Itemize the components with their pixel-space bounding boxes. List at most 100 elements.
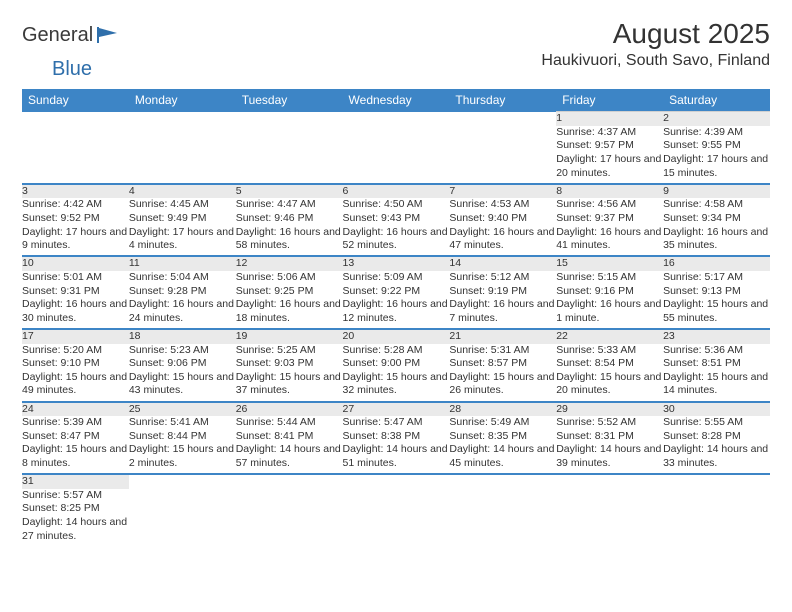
sunrise-line: Sunrise: 5:28 AM xyxy=(343,344,450,358)
sunset-line: Sunset: 9:43 PM xyxy=(343,212,450,226)
month-title: August 2025 xyxy=(541,18,770,50)
content-row: Sunrise: 5:01 AMSunset: 9:31 PMDaylight:… xyxy=(22,271,770,329)
sunrise-line: Sunrise: 4:37 AM xyxy=(556,126,663,140)
sunrise-line: Sunrise: 5:20 AM xyxy=(22,344,129,358)
flag-icon xyxy=(97,27,119,43)
sunrise-line: Sunrise: 5:23 AM xyxy=(129,344,236,358)
day-number: 4 xyxy=(129,184,236,199)
logo-text-1: General xyxy=(22,24,93,47)
daylight-line: Daylight: 15 hours and 43 minutes. xyxy=(129,371,236,398)
sunrise-line: Sunrise: 4:58 AM xyxy=(663,198,770,212)
day-number: 23 xyxy=(663,329,770,344)
daylight-line: Daylight: 17 hours and 9 minutes. xyxy=(22,226,129,253)
sunrise-line: Sunrise: 5:52 AM xyxy=(556,416,663,430)
day-cell: Sunrise: 5:09 AMSunset: 9:22 PMDaylight:… xyxy=(343,271,450,329)
sunrise-line: Sunrise: 5:31 AM xyxy=(449,344,556,358)
day-cell: Sunrise: 5:31 AMSunset: 8:57 PMDaylight:… xyxy=(449,344,556,402)
day-number: 2 xyxy=(663,112,770,126)
day-number: 16 xyxy=(663,256,770,271)
sunset-line: Sunset: 9:57 PM xyxy=(556,139,663,153)
daylight-line: Daylight: 16 hours and 52 minutes. xyxy=(343,226,450,253)
sunset-line: Sunset: 8:41 PM xyxy=(236,430,343,444)
day-cell: Sunrise: 5:47 AMSunset: 8:38 PMDaylight:… xyxy=(343,416,450,474)
logo-text-2: Blue xyxy=(52,58,92,81)
day-cell xyxy=(449,126,556,184)
content-row: Sunrise: 5:39 AMSunset: 8:47 PMDaylight:… xyxy=(22,416,770,474)
sunrise-line: Sunrise: 5:47 AM xyxy=(343,416,450,430)
day-number: 11 xyxy=(129,256,236,271)
day-number xyxy=(663,474,770,489)
sunset-line: Sunset: 9:00 PM xyxy=(343,357,450,371)
day-number: 28 xyxy=(449,402,556,417)
sunrise-line: Sunrise: 5:17 AM xyxy=(663,271,770,285)
day-number: 22 xyxy=(556,329,663,344)
daylight-line: Daylight: 15 hours and 55 minutes. xyxy=(663,298,770,325)
day-cell: Sunrise: 4:37 AMSunset: 9:57 PMDaylight:… xyxy=(556,126,663,184)
day-number xyxy=(129,112,236,126)
day-cell xyxy=(343,126,450,184)
sunset-line: Sunset: 9:55 PM xyxy=(663,139,770,153)
sunrise-line: Sunrise: 5:01 AM xyxy=(22,271,129,285)
sunrise-line: Sunrise: 4:39 AM xyxy=(663,126,770,140)
daylight-line: Daylight: 14 hours and 39 minutes. xyxy=(556,443,663,470)
day-cell: Sunrise: 5:36 AMSunset: 8:51 PMDaylight:… xyxy=(663,344,770,402)
sunset-line: Sunset: 9:34 PM xyxy=(663,212,770,226)
day-number: 25 xyxy=(129,402,236,417)
daylight-line: Daylight: 16 hours and 30 minutes. xyxy=(22,298,129,325)
sunrise-line: Sunrise: 5:57 AM xyxy=(22,489,129,503)
day-number: 29 xyxy=(556,402,663,417)
content-row: Sunrise: 5:57 AMSunset: 8:25 PMDaylight:… xyxy=(22,489,770,547)
day-cell: Sunrise: 5:33 AMSunset: 8:54 PMDaylight:… xyxy=(556,344,663,402)
day-number: 10 xyxy=(22,256,129,271)
sunrise-line: Sunrise: 4:50 AM xyxy=(343,198,450,212)
daynum-row: 10111213141516 xyxy=(22,256,770,271)
daylight-line: Daylight: 16 hours and 12 minutes. xyxy=(343,298,450,325)
weekday-header: Tuesday xyxy=(236,89,343,112)
calendar-table: SundayMondayTuesdayWednesdayThursdayFrid… xyxy=(22,89,770,547)
daylight-line: Daylight: 16 hours and 58 minutes. xyxy=(236,226,343,253)
daynum-row: 31 xyxy=(22,474,770,489)
day-number: 3 xyxy=(22,184,129,199)
sunrise-line: Sunrise: 5:33 AM xyxy=(556,344,663,358)
day-number: 30 xyxy=(663,402,770,417)
day-cell: Sunrise: 5:04 AMSunset: 9:28 PMDaylight:… xyxy=(129,271,236,329)
day-cell: Sunrise: 4:53 AMSunset: 9:40 PMDaylight:… xyxy=(449,198,556,256)
weekday-header: Wednesday xyxy=(343,89,450,112)
daylight-line: Daylight: 17 hours and 20 minutes. xyxy=(556,153,663,180)
sunset-line: Sunset: 9:46 PM xyxy=(236,212,343,226)
daylight-line: Daylight: 16 hours and 35 minutes. xyxy=(663,226,770,253)
weekday-header: Thursday xyxy=(449,89,556,112)
day-number: 27 xyxy=(343,402,450,417)
daynum-row: 12 xyxy=(22,112,770,126)
day-number: 20 xyxy=(343,329,450,344)
day-cell: Sunrise: 4:50 AMSunset: 9:43 PMDaylight:… xyxy=(343,198,450,256)
sunset-line: Sunset: 9:31 PM xyxy=(22,285,129,299)
day-number: 14 xyxy=(449,256,556,271)
day-cell: Sunrise: 5:41 AMSunset: 8:44 PMDaylight:… xyxy=(129,416,236,474)
daylight-line: Daylight: 15 hours and 8 minutes. xyxy=(22,443,129,470)
sunset-line: Sunset: 8:35 PM xyxy=(449,430,556,444)
day-cell xyxy=(449,489,556,547)
day-number xyxy=(22,112,129,126)
day-number xyxy=(556,474,663,489)
daylight-line: Daylight: 14 hours and 33 minutes. xyxy=(663,443,770,470)
sunrise-line: Sunrise: 5:04 AM xyxy=(129,271,236,285)
daylight-line: Daylight: 16 hours and 1 minute. xyxy=(556,298,663,325)
title-block: August 2025 Haukivuori, South Savo, Finl… xyxy=(541,18,770,70)
daynum-row: 24252627282930 xyxy=(22,402,770,417)
day-cell: Sunrise: 5:44 AMSunset: 8:41 PMDaylight:… xyxy=(236,416,343,474)
daylight-line: Daylight: 14 hours and 27 minutes. xyxy=(22,516,129,543)
sunrise-line: Sunrise: 5:25 AM xyxy=(236,344,343,358)
day-number: 18 xyxy=(129,329,236,344)
sunset-line: Sunset: 9:06 PM xyxy=(129,357,236,371)
day-number xyxy=(129,474,236,489)
sunset-line: Sunset: 9:28 PM xyxy=(129,285,236,299)
day-number: 17 xyxy=(22,329,129,344)
daylight-line: Daylight: 16 hours and 47 minutes. xyxy=(449,226,556,253)
sunset-line: Sunset: 8:44 PM xyxy=(129,430,236,444)
day-cell xyxy=(556,489,663,547)
day-cell: Sunrise: 5:25 AMSunset: 9:03 PMDaylight:… xyxy=(236,344,343,402)
day-cell: Sunrise: 5:39 AMSunset: 8:47 PMDaylight:… xyxy=(22,416,129,474)
sunrise-line: Sunrise: 5:06 AM xyxy=(236,271,343,285)
day-number: 8 xyxy=(556,184,663,199)
